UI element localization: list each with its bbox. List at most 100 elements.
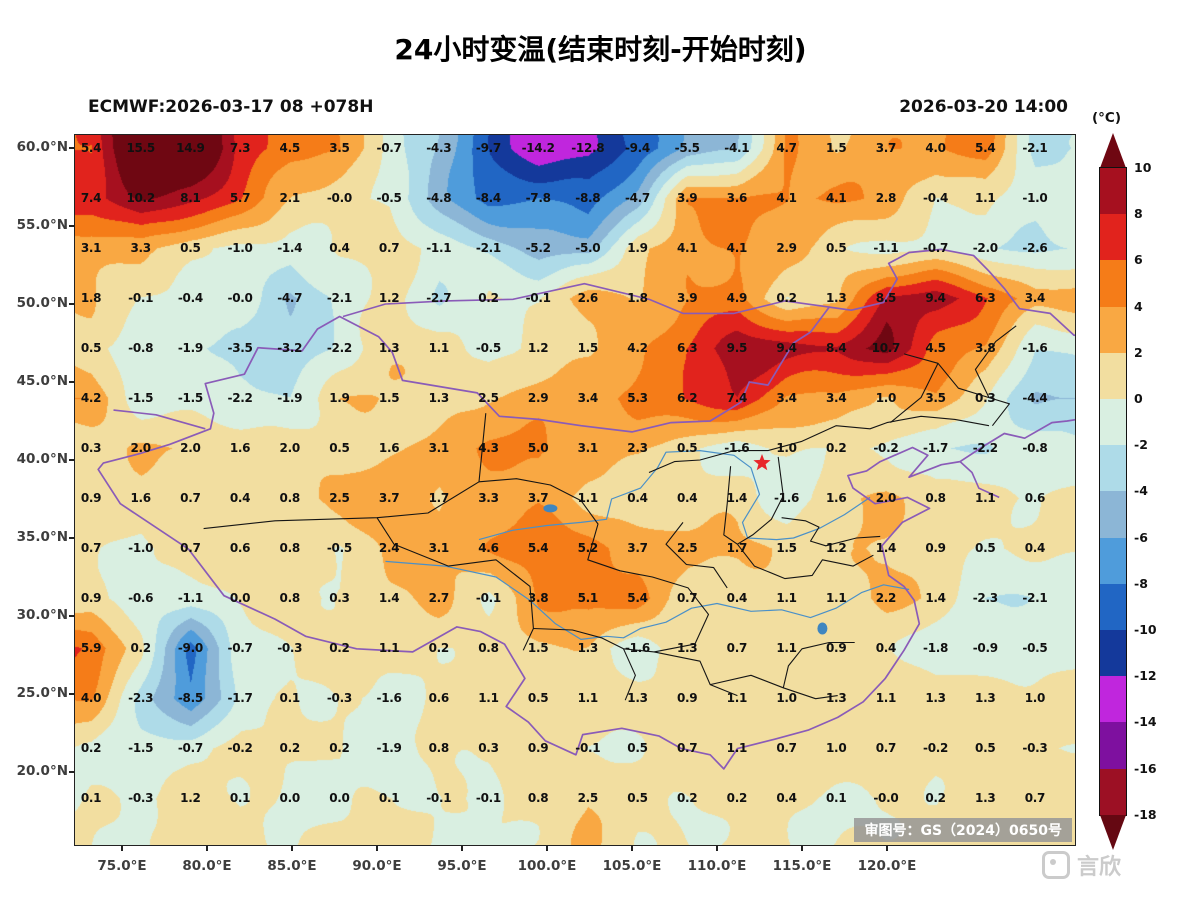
grid-value: -0.7: [227, 641, 253, 655]
grid-value: -1.1: [873, 241, 899, 255]
grid-value: 0.5: [826, 241, 847, 255]
grid-value: 0.5: [329, 441, 350, 455]
grid-value: 1.3: [676, 641, 698, 655]
grid-value: -0.2: [923, 741, 949, 755]
grid-value: 2.0: [279, 441, 301, 455]
grid-value: 1.9: [627, 241, 648, 255]
grid-value: -2.6: [1022, 241, 1048, 255]
grid-value: -2.3: [972, 591, 998, 605]
colorbar-tick-label: -10: [1134, 622, 1157, 637]
grid-value: 3.7: [875, 141, 897, 155]
colorbar-tick-label: -12: [1134, 668, 1157, 684]
lat-tick-mark: [69, 771, 75, 773]
grid-value: -9.0: [177, 641, 203, 655]
grid-value: 3.4: [776, 391, 797, 405]
grid-value: 0.8: [527, 791, 549, 805]
grid-value: 0.6: [229, 541, 251, 555]
grid-value: -0.4: [177, 291, 203, 305]
grid-value: -9.4: [624, 141, 650, 155]
grid-value: 1.2: [180, 791, 201, 805]
colorbar-tick-label: 2: [1134, 344, 1143, 360]
lat-tick-mark: [69, 693, 75, 695]
grid-value: -2.3: [128, 691, 154, 705]
grid-values-layer: 5.4 15.5 14.9 7.3 4.5 3.5 -0.7 -4.3 -9.7 -14.2 -12…: [75, 135, 1075, 845]
grid-value: 1.1: [478, 691, 499, 705]
lon-tick-label: 100.0°E: [517, 858, 577, 874]
lon-tick-mark: [546, 845, 548, 851]
grid-value: 2.9: [776, 241, 797, 255]
grid-value: 0.2: [80, 741, 102, 755]
grid-value: 4.7: [776, 141, 797, 155]
colorbar-tick-label: -4: [1134, 483, 1148, 499]
map-license-badge: 审图号：GS（2024）0650号: [854, 818, 1072, 842]
grid-value: 10.2: [126, 191, 155, 205]
grid-value: 1.0: [875, 391, 897, 405]
grid-value: 0.7: [378, 241, 400, 255]
colorbar-tick-label: -18: [1134, 806, 1157, 822]
grid-value: 2.9: [527, 391, 549, 405]
grid-value: 4.1: [676, 241, 698, 255]
province-border: [648, 415, 990, 474]
grid-value: 1.1: [428, 341, 450, 355]
lake: [817, 622, 828, 635]
valid-time-label: 2026-03-20 14:00: [899, 97, 1068, 117]
grid-value: 5.1: [577, 591, 599, 605]
grid-value: 10.7: [871, 341, 901, 355]
grid-value: -1.6: [1022, 341, 1048, 355]
lon-tick-label: 80.0°E: [182, 858, 232, 874]
grid-value: -2.1: [1022, 141, 1048, 155]
grid-value: -0.0: [873, 791, 899, 805]
grid-value: 3.7: [627, 541, 648, 555]
grid-value: 1.0: [1024, 691, 1046, 705]
grid-value: -1.5: [128, 391, 154, 405]
watermark: 言欣: [1042, 849, 1121, 881]
grid-value: 0.9: [676, 691, 698, 705]
grid-value: 3.7: [527, 491, 549, 505]
watermark-text: 言欣: [1077, 855, 1122, 880]
grid-value: 0.1: [378, 791, 400, 805]
province-border: [710, 641, 855, 689]
lat-tick-label: 35.0°N: [16, 529, 68, 545]
province-border: [533, 570, 710, 653]
grid-value: -8.8: [575, 191, 601, 205]
colorbar-band: [1100, 352, 1126, 399]
lon-tick-label: 110.0°E: [687, 858, 747, 874]
colorbar-tick-label: -16: [1134, 760, 1157, 776]
grid-value: 1.5: [577, 341, 599, 355]
colorbar-band: [1100, 537, 1126, 584]
grid-value: -2.7: [426, 291, 452, 305]
grid-value: 0.0: [279, 791, 301, 805]
grid-value: 3.9: [676, 291, 698, 305]
grid-value: 9.4: [776, 341, 797, 355]
grid-value: -0.0: [326, 191, 352, 205]
grid-value: 14.9: [176, 141, 205, 155]
grid-value: 0.7: [676, 741, 698, 755]
grid-value: 5.4: [527, 541, 549, 555]
lon-tick-label: 85.0°E: [267, 858, 317, 874]
grid-value: 1.3: [826, 691, 847, 705]
colorbar-arrow-top: [1100, 133, 1126, 168]
grid-value: 1.7: [428, 491, 450, 505]
grid-value: 4.9: [726, 291, 748, 305]
grid-value: -2.2: [326, 341, 352, 355]
grid-value: 3.1: [428, 541, 450, 555]
grid-value: 4.3: [478, 441, 499, 455]
province-border: [653, 651, 738, 697]
national-border: [959, 461, 1000, 499]
grid-value: 0.7: [80, 541, 102, 555]
grid-value: -0.5: [326, 541, 352, 555]
grid-value: 2.0: [130, 441, 151, 455]
grid-value: 4.6: [478, 541, 499, 555]
grid-value: 1.2: [378, 291, 400, 305]
grid-value: -1.0: [1022, 191, 1048, 205]
grid-value: 3.8: [527, 591, 549, 605]
national-border: [113, 409, 206, 430]
grid-value: -1.7: [923, 441, 949, 455]
colorbar-band: [1100, 491, 1126, 538]
river-line: [385, 560, 910, 640]
grid-value: 3.5: [925, 391, 946, 405]
grid-value: 3.1: [80, 241, 102, 255]
river-line: [478, 450, 871, 541]
grid-value: -5.2: [525, 241, 551, 255]
